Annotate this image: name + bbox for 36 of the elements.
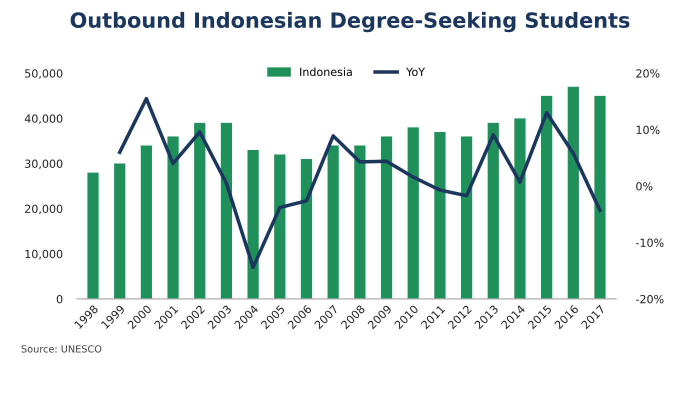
y2-tick-label: 0% [636,182,652,190]
bar [328,145,339,299]
y2-tick-label: 20% [636,69,660,78]
bar [194,122,206,299]
y-tick-label: 50,000 [25,69,62,79]
bar [354,145,366,299]
bar [408,127,419,299]
bar [460,136,472,299]
y2-tick-label: -10% [636,238,664,247]
bar [488,122,499,299]
bar [568,86,579,299]
bar [514,118,526,299]
bar [300,159,312,299]
bar [87,172,99,299]
y-tick-label: 20,000 [25,204,62,214]
bar [541,96,552,299]
bar [434,132,446,299]
bar [380,136,392,299]
bar [167,136,179,299]
y2-tick-label: -20% [636,294,664,304]
bar [248,150,259,299]
y-tick-label: 30,000 [25,160,62,170]
bar [140,145,152,299]
y-tick-label: 0 [56,294,62,304]
bar [274,154,286,299]
line-series [118,96,602,270]
y-tick-label: 40,000 [24,114,62,124]
chart-title: Outbound Indonesian Degree-Seeking Students [70,12,630,32]
bar [220,122,232,299]
legend-label: YoY [406,68,426,76]
source-note: Source: UNESCO [22,345,102,353]
bar [114,164,126,299]
legend-label: Indonesia [300,67,352,76]
y-tick-label: 10,000 [25,250,62,260]
bar [594,96,606,299]
y2-tick-label: 10% [636,126,660,134]
